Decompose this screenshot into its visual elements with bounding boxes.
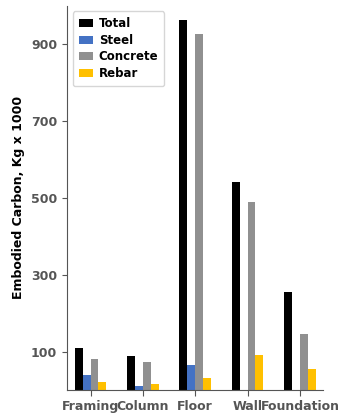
Bar bbox=[90, 359, 98, 390]
Bar bbox=[284, 292, 292, 390]
Bar bbox=[232, 182, 240, 390]
Bar bbox=[180, 20, 187, 390]
Bar bbox=[248, 202, 255, 390]
Bar bbox=[195, 34, 203, 390]
Bar bbox=[300, 334, 308, 390]
Bar bbox=[187, 365, 195, 390]
Bar bbox=[127, 356, 135, 390]
Legend: Total, Steel, Concrete, Rebar: Total, Steel, Concrete, Rebar bbox=[73, 11, 164, 86]
Bar bbox=[151, 384, 159, 390]
Y-axis label: Embodied Carbon, Kg x 1000: Embodied Carbon, Kg x 1000 bbox=[12, 96, 25, 299]
Bar bbox=[135, 386, 143, 390]
Bar bbox=[255, 355, 263, 390]
Bar bbox=[83, 375, 90, 390]
Bar bbox=[203, 378, 211, 390]
Bar bbox=[308, 369, 315, 390]
Bar bbox=[143, 362, 151, 390]
Bar bbox=[98, 383, 106, 390]
Bar bbox=[75, 348, 83, 390]
